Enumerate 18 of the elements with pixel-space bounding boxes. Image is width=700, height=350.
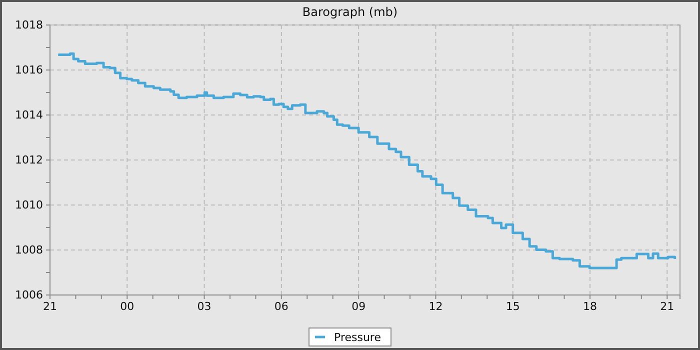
x-tick-label: 03 — [197, 300, 212, 313]
y-tick-label: 1008 — [15, 244, 43, 257]
x-tick-label: 18 — [583, 300, 597, 313]
x-tick-label: 00 — [120, 300, 134, 313]
legend-label: Pressure — [334, 331, 382, 344]
y-tick-label: 1010 — [15, 198, 43, 212]
y-tick-label: 1016 — [15, 64, 43, 77]
x-tick-label: 21 — [660, 300, 674, 313]
x-tick-label: 09 — [352, 300, 366, 313]
x-tick-label: 15 — [506, 300, 520, 313]
x-tick-label: 21 — [43, 300, 57, 313]
y-tick-label: 1014 — [15, 108, 43, 122]
chart-title: Barograph (mb) — [302, 5, 398, 19]
y-tick-label: 1012 — [15, 154, 43, 167]
y-tick-label: 1006 — [15, 288, 43, 302]
x-tick-label: 06 — [274, 300, 288, 313]
y-tick-label: 1018 — [15, 18, 43, 32]
x-tick-label: 12 — [428, 300, 443, 313]
